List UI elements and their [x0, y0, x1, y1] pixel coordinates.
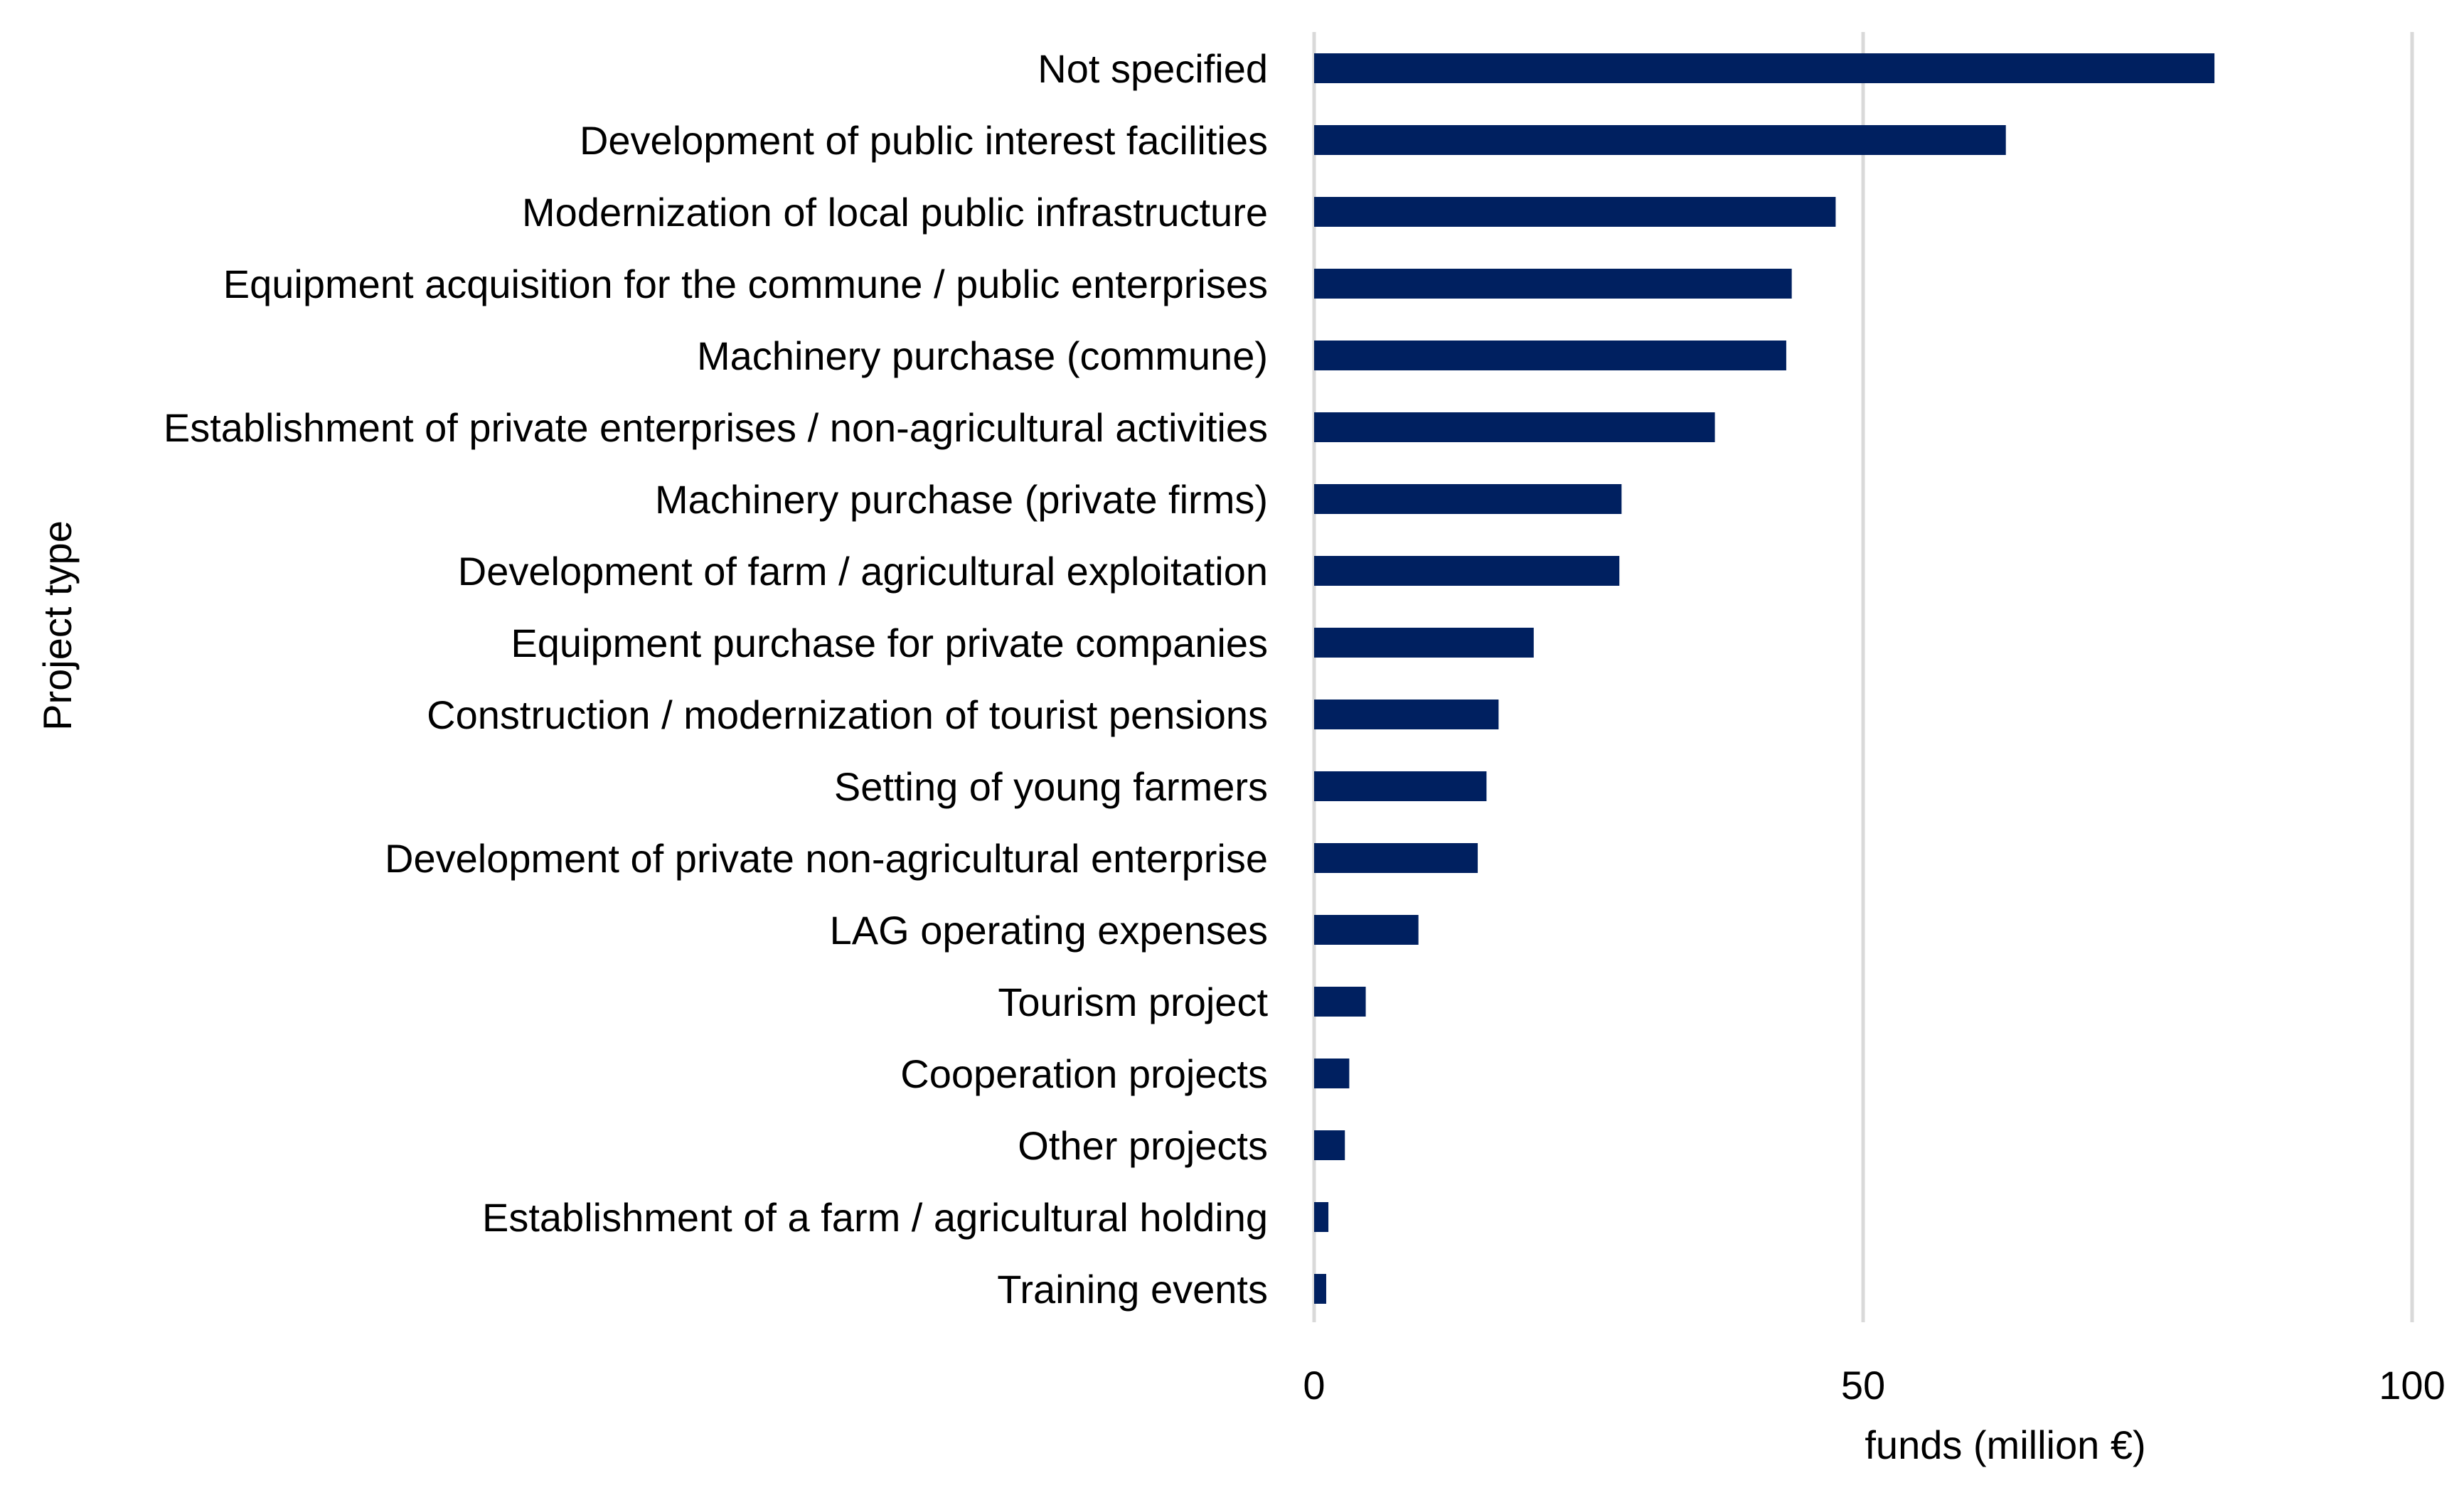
x-tick-label: 50 [1841, 1363, 1885, 1408]
category-label: Equipment purchase for private companies [511, 621, 1268, 665]
y-axis-title: Project type [35, 520, 80, 731]
category-label: Establishment of private enterprises / n… [164, 405, 1268, 450]
x-tick-labels: 0 50 100 [1303, 1363, 2445, 1408]
x-tick-label: 0 [1303, 1363, 1325, 1408]
bar [1314, 1059, 1350, 1088]
bar [1314, 53, 2215, 83]
bar [1314, 915, 1419, 945]
category-labels: Not specified Development of public inter… [164, 46, 1269, 1312]
bar [1314, 197, 1836, 227]
category-label: Setting of young farmers [834, 764, 1268, 809]
category-label: Not specified [1038, 46, 1268, 91]
category-label: Other projects [1018, 1123, 1268, 1168]
bar [1314, 987, 1366, 1017]
bar [1314, 700, 1499, 729]
bar [1314, 269, 1792, 299]
category-label: Modernization of local public infrastruc… [522, 190, 1268, 235]
bar [1314, 125, 2006, 155]
bar [1314, 1202, 1329, 1232]
bar [1314, 412, 1715, 442]
bar [1314, 341, 1786, 370]
category-label: Development of public interest facilitie… [580, 118, 1268, 163]
bar [1314, 628, 1534, 658]
bar [1314, 1130, 1345, 1160]
bar [1314, 1274, 1326, 1304]
bars [1314, 53, 2215, 1304]
x-axis-title: funds (million €) [1865, 1422, 2145, 1467]
category-label: Construction / modernization of tourist … [427, 692, 1268, 737]
category-label: Establishment of a farm / agricultural h… [482, 1195, 1268, 1240]
category-label: Machinery purchase (private firms) [655, 477, 1268, 522]
category-label: LAG operating expenses [830, 908, 1268, 953]
x-tick-label: 100 [2379, 1363, 2445, 1408]
bar [1314, 843, 1478, 873]
category-label: Machinery purchase (commune) [697, 333, 1268, 378]
bar [1314, 771, 1487, 801]
bar [1314, 556, 1620, 586]
bar [1314, 484, 1622, 514]
category-label: Development of farm / agricultural explo… [458, 549, 1268, 594]
gridlines [1312, 32, 2414, 1322]
category-label: Equipment acquisition for the commune / … [223, 262, 1268, 306]
category-label: Tourism project [998, 980, 1268, 1024]
category-label: Training events [997, 1267, 1268, 1312]
category-label: Development of private non-agricultural … [385, 836, 1268, 881]
category-label: Cooperation projects [900, 1051, 1268, 1096]
